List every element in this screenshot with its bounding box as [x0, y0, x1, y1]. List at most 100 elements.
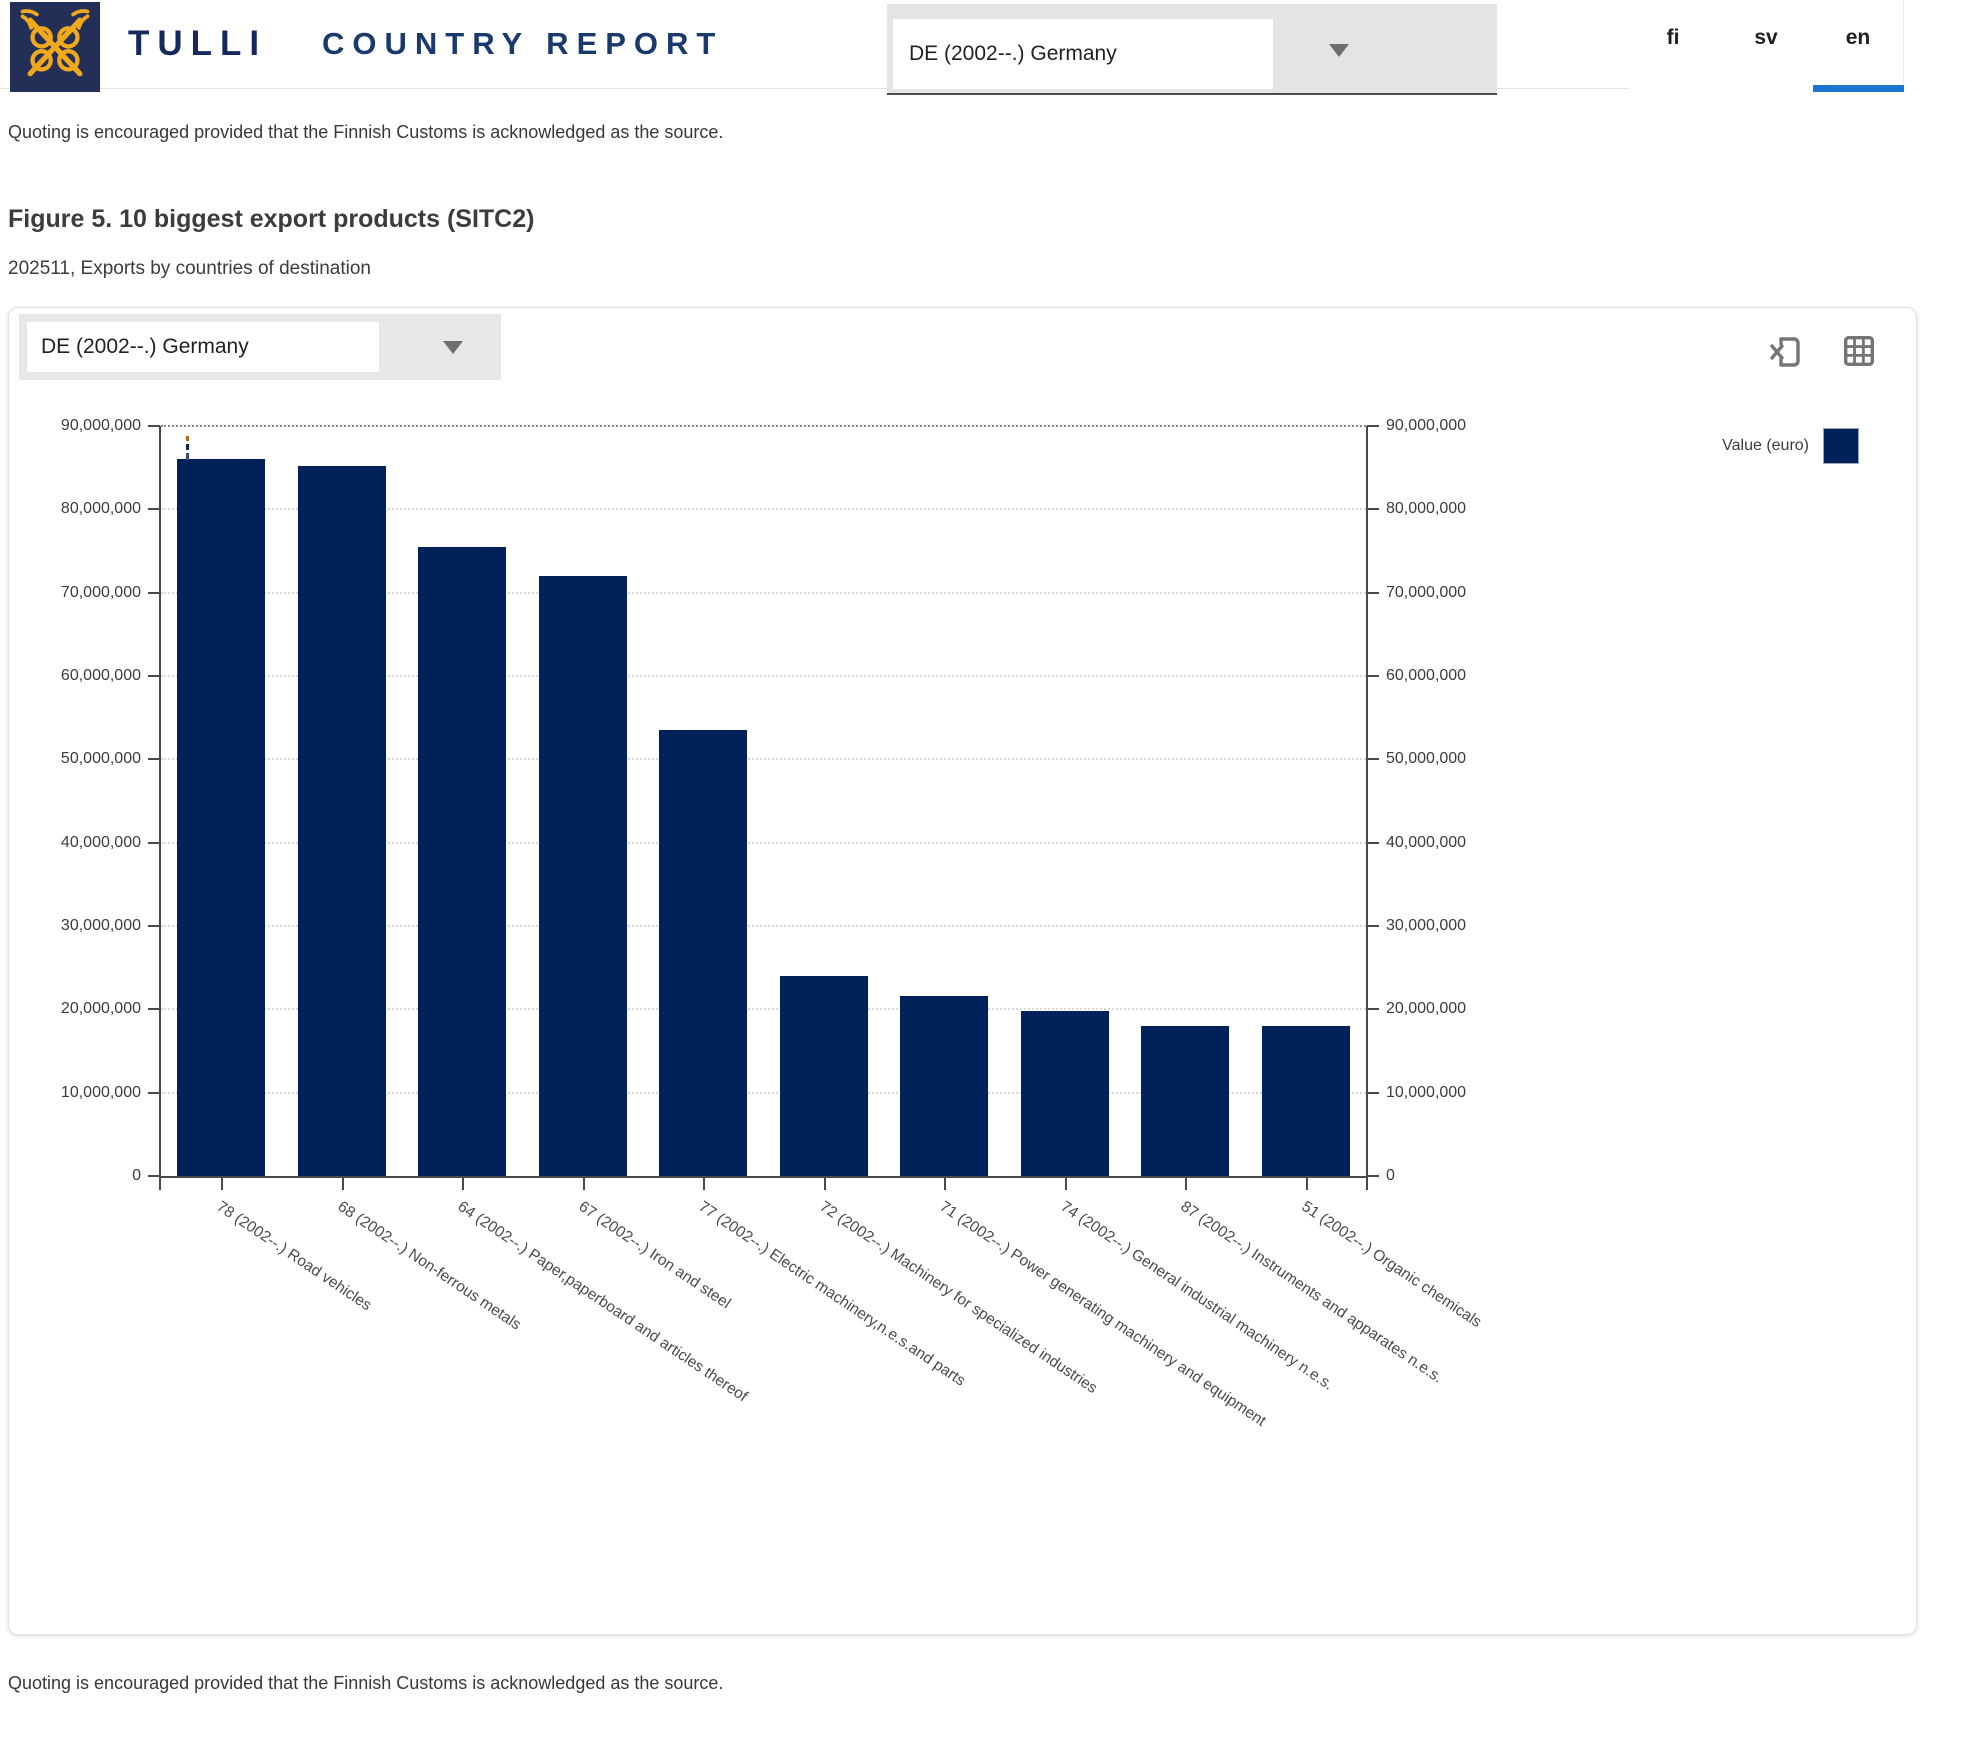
y-axis-label-left: 90,000,000 [60, 417, 141, 434]
y-axis-label-left: 20,000,000 [60, 1000, 141, 1018]
figure-title: Figure 5. 10 biggest export products (SI… [8, 205, 535, 233]
language-link-fi[interactable]: fi [1666, 26, 1680, 49]
header-country-select[interactable]: DE (2002--.) Germany [887, 4, 1497, 95]
chevron-down-icon[interactable] [443, 341, 463, 354]
chart-bar-8[interactable] [1020, 1011, 1109, 1176]
gridline [161, 1091, 1366, 1094]
y-axis-label-right: 50,000,000 [1386, 750, 1467, 768]
y-axis-label-left: 80,000,000 [60, 500, 141, 518]
chart-bar-3[interactable] [418, 546, 507, 1176]
y-axis-tick-right [1367, 425, 1379, 427]
legend-label: Value (euro) [1722, 437, 1809, 454]
y-axis-label-left: 0 [132, 1167, 141, 1184]
chart-bar-6[interactable] [779, 976, 868, 1176]
gridline [161, 1008, 1366, 1011]
y-axis-label-left: 10,000,000 [60, 1083, 141, 1101]
y-axis-label-left: 60,000,000 [60, 667, 141, 684]
y-axis-tick-right [1367, 1008, 1379, 1011]
y-axis-label-right: 90,000,000 [1386, 417, 1467, 434]
y-axis-label-right: 20,000,000 [1386, 1000, 1467, 1018]
x-axis-line [161, 1176, 1366, 1178]
chart-bar-5[interactable] [659, 730, 748, 1176]
language-switcher: fi sv en [1628, 0, 1904, 92]
y-axis-label-left: 50,000,000 [60, 750, 141, 768]
gridline [161, 758, 1366, 761]
y-axis-tick-left [148, 1008, 160, 1011]
y-axis-tick-right [1367, 675, 1379, 677]
x-axis-tick [221, 1178, 224, 1190]
export-to-excel-icon [1765, 337, 1805, 376]
table-view-icon [1840, 335, 1878, 374]
header-divider [0, 88, 1660, 89]
header-country-select-value[interactable]: DE (2002--.) Germany [893, 19, 1273, 89]
y-axis-label-right: 60,000,000 [1386, 667, 1467, 684]
figure-subtitle: 202511, Exports by countries of destinat… [8, 258, 371, 279]
gridline [161, 925, 1366, 927]
text-cursor-artifact [186, 436, 189, 460]
x-axis-tick [703, 1178, 706, 1190]
gridline [161, 675, 1366, 677]
quoting-note-top: Quoting is encouraged provided that the … [8, 122, 724, 142]
x-axis-tick [823, 1178, 826, 1190]
quoting-note-bottom: Quoting is encouraged provided that the … [8, 1673, 724, 1693]
panel-country-select[interactable]: DE (2002--.) Germany [19, 314, 501, 380]
gridline [161, 425, 1366, 427]
bar-chart: 0 0 10,000,000 10,000,000 20,000,000 20,000,0… [9, 417, 1918, 1576]
active-language-underline [1813, 85, 1904, 92]
y-axis-tick-right [1367, 1175, 1379, 1177]
x-axis-tick [1185, 1178, 1188, 1190]
y-axis-tick-left [148, 675, 160, 677]
chart-bar-4[interactable] [538, 576, 627, 1176]
chart-bar-2[interactable] [297, 466, 386, 1176]
chart-bar-1[interactable] [177, 459, 266, 1176]
x-axis-label-5: 77 (2002--.) Electric machinery,n.e.s.an… [695, 1198, 969, 1390]
export-to-excel-button[interactable] [1765, 332, 1805, 372]
x-axis-tick [1305, 1178, 1308, 1190]
y-axis-tick-right [1367, 591, 1379, 594]
x-axis-tick [582, 1178, 585, 1190]
customs-emblem-icon [12, 2, 98, 93]
gridline [161, 591, 1366, 594]
app-header: TULLI COUNTRY REPORT DE (2002--.) German… [0, 0, 1964, 96]
y-axis-label-left: 40,000,000 [60, 833, 141, 851]
chart-bar-9[interactable] [1141, 1026, 1230, 1176]
y-axis-tick-left [148, 425, 160, 427]
y-axis-label-left: 70,000,000 [60, 583, 141, 601]
y-axis-tick-left [148, 591, 160, 594]
chart-bar-7[interactable] [900, 996, 989, 1176]
y-axis-line-left [159, 426, 161, 1190]
x-axis-label-8: 74 (2002--.) General industrial machiner… [1057, 1198, 1337, 1394]
gridline [161, 508, 1366, 511]
y-axis-label-right: 10,000,000 [1386, 1083, 1467, 1101]
language-link-sv[interactable]: sv [1754, 26, 1778, 49]
chevron-down-icon[interactable] [1329, 44, 1349, 57]
x-axis-tick [944, 1178, 947, 1190]
table-view-button[interactable] [1840, 332, 1880, 372]
x-axis-tick [462, 1178, 465, 1190]
brand-name: TULLI [128, 24, 268, 63]
y-axis-tick-left [148, 925, 160, 927]
y-axis-tick-right [1367, 758, 1379, 761]
y-axis-line-right [1366, 426, 1368, 1190]
y-axis-tick-right [1367, 1091, 1379, 1094]
y-axis-tick-right [1367, 841, 1379, 844]
y-axis-label-right: 30,000,000 [1386, 917, 1467, 934]
page-title: COUNTRY REPORT [322, 26, 724, 61]
tulli-logo [10, 2, 100, 92]
y-axis-tick-left [148, 508, 160, 511]
y-axis-label-left: 30,000,000 [60, 917, 141, 934]
y-axis-tick-left [148, 841, 160, 844]
legend-swatch[interactable] [1823, 428, 1859, 464]
y-axis-tick-left [148, 758, 160, 761]
y-axis-tick-right [1367, 925, 1379, 927]
language-link-en[interactable]: en [1845, 26, 1871, 49]
y-axis-label-right: 70,000,000 [1386, 583, 1467, 601]
x-axis-tick [1064, 1178, 1067, 1190]
chart-bar-10[interactable] [1261, 1026, 1350, 1176]
chart-legend[interactable]: Value (euro) [1559, 428, 1859, 464]
y-axis-tick-left [148, 1175, 160, 1177]
chart-panel: DE (2002--.) Germany Value (euro) 0 0 10,0… [8, 307, 1917, 1635]
gridline [161, 841, 1366, 844]
y-axis-label-right: 0 [1386, 1167, 1395, 1184]
panel-country-select-value[interactable]: DE (2002--.) Germany [27, 322, 379, 372]
